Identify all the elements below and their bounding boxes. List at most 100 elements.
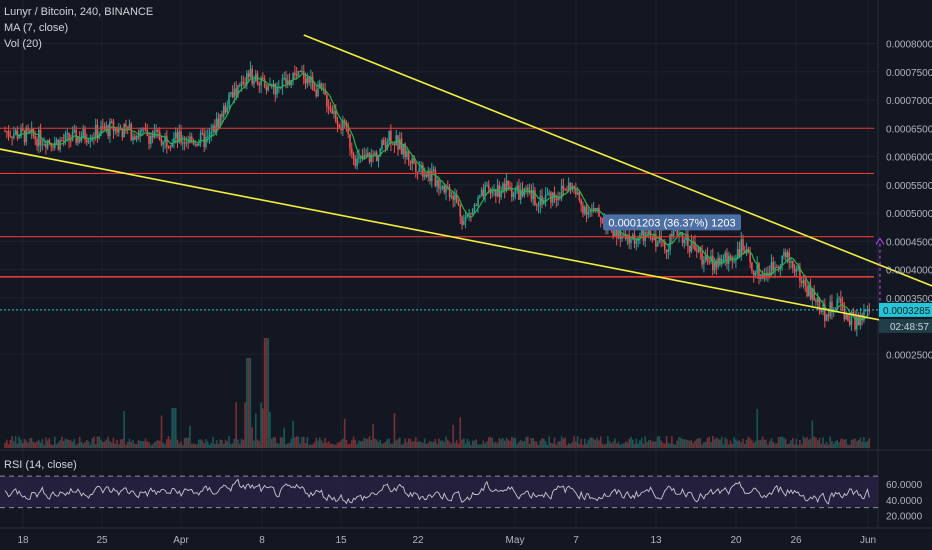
candle-body	[190, 136, 193, 141]
candle-body	[135, 135, 138, 140]
volume-bar	[299, 443, 302, 448]
volume-bar	[582, 444, 584, 448]
candle-body	[173, 137, 175, 143]
volume-bar	[527, 436, 529, 448]
x-tick-label: 7	[573, 535, 579, 546]
candle-body	[599, 216, 602, 222]
candle-body	[388, 131, 390, 142]
candle-body	[329, 108, 332, 110]
volume-bar	[863, 436, 865, 448]
volume-bar	[594, 440, 597, 448]
candle-body	[804, 280, 807, 287]
candle-body	[416, 171, 419, 173]
candle-body	[114, 128, 117, 132]
volume-bar	[471, 440, 474, 448]
volume-bar	[856, 440, 858, 448]
volume-bar	[103, 441, 106, 448]
volume-bar	[285, 444, 287, 448]
volume-bar	[189, 425, 191, 448]
volume-bar	[18, 436, 21, 448]
volume-bar	[528, 444, 531, 448]
volume-bar	[854, 438, 856, 448]
volume-bar	[820, 443, 823, 448]
volume-bar	[697, 437, 700, 448]
candle-body	[582, 205, 584, 214]
volume-bar	[530, 437, 533, 448]
candle-body	[294, 72, 296, 75]
candle-body	[251, 68, 253, 84]
volume-bar	[647, 440, 650, 448]
candle-body	[119, 128, 122, 131]
candle-body	[105, 125, 108, 130]
candle-body	[150, 135, 152, 144]
volume-bar	[295, 436, 298, 448]
x-tick-label: 25	[96, 535, 108, 546]
candle-body	[562, 185, 565, 189]
volume-bar	[799, 440, 801, 448]
volume-bar	[703, 442, 705, 448]
candle-body	[630, 238, 632, 244]
volume-bar	[640, 437, 643, 448]
candle-body	[45, 143, 47, 148]
candle-body	[800, 281, 803, 284]
candle-body	[52, 146, 54, 148]
candle-body	[569, 182, 572, 190]
candle-body	[87, 141, 90, 143]
candle-body	[395, 135, 398, 146]
candle-body	[774, 266, 776, 271]
candle-body	[854, 313, 856, 330]
candle-body	[14, 130, 17, 134]
volume-bar	[567, 443, 570, 448]
candle-body	[742, 239, 744, 251]
volume-bar	[283, 427, 285, 448]
candle-body	[276, 88, 278, 95]
volume-bar	[144, 438, 147, 448]
x-tick-label: Jun	[860, 535, 876, 546]
candle-body	[443, 186, 446, 193]
volume-bar	[722, 444, 725, 448]
volume-bar	[55, 444, 58, 448]
candle-body	[100, 126, 102, 135]
candle-body	[157, 129, 159, 133]
candle-body	[848, 320, 851, 325]
volume-bar	[400, 444, 403, 448]
volume-bar	[226, 441, 229, 448]
candle-body	[270, 85, 273, 87]
volume-bar	[802, 436, 805, 448]
candle-body	[221, 114, 223, 117]
volume-bar	[425, 443, 428, 448]
candle-body	[37, 129, 40, 147]
candle-body	[567, 182, 570, 191]
volume-bar	[615, 443, 618, 448]
candle-body	[240, 81, 243, 87]
candle-body	[688, 245, 691, 252]
candle-body	[201, 132, 204, 134]
candle-body	[530, 190, 533, 200]
candle-body	[866, 309, 869, 311]
volume-bar	[455, 440, 458, 448]
volume-bar	[169, 439, 172, 448]
candle-body	[665, 249, 668, 252]
candle-body	[185, 142, 188, 144]
candle-body	[406, 151, 408, 157]
volume-bar	[534, 441, 536, 448]
volume-bar	[100, 439, 102, 448]
candle-body	[315, 90, 318, 97]
volume-bar	[347, 444, 350, 448]
volume-bar	[470, 444, 472, 448]
volume-bar	[395, 440, 398, 448]
volume-bar	[674, 444, 677, 448]
candle-body	[198, 143, 200, 146]
candle-body	[516, 185, 518, 190]
volume-bar	[164, 444, 166, 448]
volume-bar	[848, 444, 851, 448]
candle-body	[635, 241, 638, 244]
volume-bar	[859, 437, 862, 448]
candle-body	[290, 79, 293, 86]
volume-bar	[596, 437, 598, 448]
candle-body	[790, 261, 792, 263]
candle-body	[382, 140, 385, 145]
candle-body	[585, 206, 588, 215]
candle-body	[137, 135, 140, 137]
